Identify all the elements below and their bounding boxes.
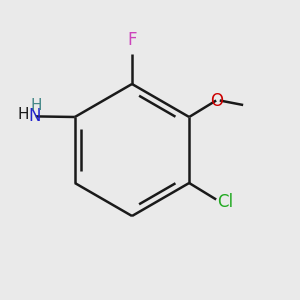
Text: F: F xyxy=(127,31,137,49)
Text: Cl: Cl xyxy=(217,193,233,211)
Text: N: N xyxy=(28,107,40,125)
Text: H: H xyxy=(17,107,29,122)
Text: O: O xyxy=(210,92,223,110)
Text: H: H xyxy=(30,98,42,112)
